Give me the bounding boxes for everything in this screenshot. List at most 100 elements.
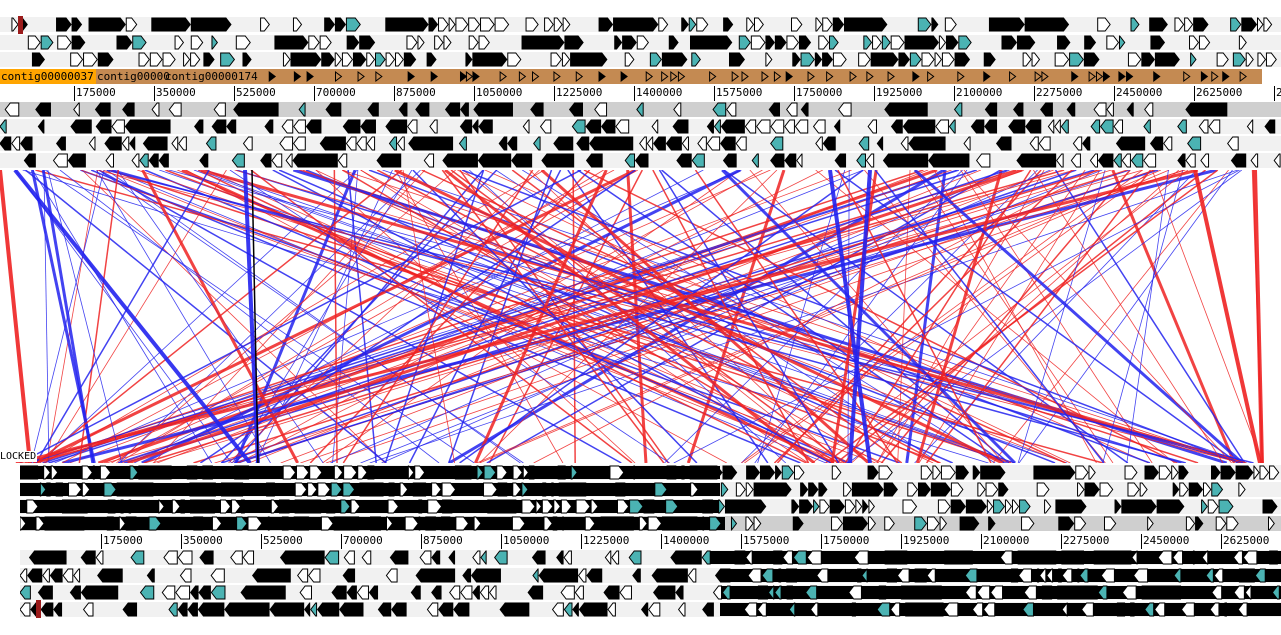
triangle-left-icon[interactable]: [999, 550, 1013, 565]
triangle-left-icon[interactable]: [82, 602, 94, 617]
triangle-right-icon[interactable]: [681, 465, 690, 480]
triangle-right-icon[interactable]: [934, 52, 943, 67]
triangle-right-icon[interactable]: [236, 516, 248, 531]
triangle-right-icon[interactable]: [735, 482, 746, 497]
triangle-right-icon[interactable]: [815, 17, 823, 32]
triangle-left-icon[interactable]: [984, 119, 998, 134]
triangle-right-icon[interactable]: [138, 465, 177, 480]
forward-match-line[interactable]: [108, 169, 1012, 464]
triangle-left-icon[interactable]: [963, 136, 971, 151]
triangle-left-icon[interactable]: [342, 119, 361, 134]
triangle-left-icon[interactable]: [459, 119, 473, 134]
triangle-right-icon[interactable]: [665, 499, 679, 514]
triangle-right-icon[interactable]: [507, 52, 522, 67]
triangle-right-icon[interactable]: [116, 35, 133, 50]
triangle-left-icon[interactable]: [876, 136, 884, 151]
triangle-left-icon[interactable]: [639, 136, 647, 151]
reverse-match-line[interactable]: [47, 169, 123, 464]
reverse-match-line[interactable]: [757, 169, 846, 464]
reverse-match-line[interactable]: [459, 169, 864, 464]
triangle-left-icon[interactable]: [88, 136, 96, 151]
triangle-left-icon[interactable]: [478, 119, 493, 134]
triangle-right-icon[interactable]: [920, 465, 933, 480]
forward-match-line[interactable]: [302, 169, 1066, 464]
triangle-left-icon[interactable]: [80, 550, 96, 565]
reverse-match-line[interactable]: [90, 169, 801, 464]
triangle-right-icon[interactable]: [431, 482, 442, 497]
triangle-left-icon[interactable]: [563, 602, 573, 617]
triangle-left-icon[interactable]: [177, 602, 188, 617]
triangle-left-icon[interactable]: [767, 585, 775, 600]
triangle-left-icon[interactable]: [815, 136, 823, 151]
triangle-left-icon[interactable]: [757, 602, 767, 617]
triangle-left-icon[interactable]: [522, 119, 530, 134]
triangle-left-icon[interactable]: [1246, 119, 1254, 134]
triangle-right-icon[interactable]: [487, 499, 522, 514]
triangle-left-icon[interactable]: [538, 568, 579, 583]
triangle-left-icon[interactable]: [69, 585, 81, 600]
triangle-left-icon[interactable]: [982, 602, 996, 617]
top-reverse-track-frame2[interactable]: [0, 136, 1281, 151]
forward-match-line[interactable]: [185, 169, 727, 464]
triangle-right-icon[interactable]: [1150, 35, 1166, 50]
triangle-left-icon[interactable]: [279, 550, 325, 565]
triangle-right-icon[interactable]: [267, 516, 275, 531]
triangle-right-icon[interactable]: [689, 35, 733, 50]
forward-match-line[interactable]: [32, 168, 637, 465]
reverse-match-line[interactable]: [828, 169, 872, 464]
triangle-right-icon[interactable]: [1211, 482, 1224, 497]
triangle-left-icon[interactable]: [1017, 568, 1032, 583]
triangle-right-icon[interactable]: [867, 516, 877, 531]
triangle-right-icon[interactable]: [426, 52, 437, 67]
triangle-left-icon[interactable]: [163, 550, 178, 565]
triangle-left-icon[interactable]: [1039, 568, 1047, 583]
triangle-left-icon[interactable]: [858, 136, 870, 151]
triangle-right-icon[interactable]: [138, 52, 150, 67]
triangle-left-icon[interactable]: [900, 602, 944, 617]
forward-match-line[interactable]: [1033, 169, 1224, 464]
triangle-right-icon[interactable]: [375, 52, 386, 67]
triangle-right-icon[interactable]: [937, 499, 951, 514]
triangle-left-icon[interactable]: [1012, 550, 1057, 565]
triangle-right-icon[interactable]: [709, 516, 722, 531]
triangle-right-icon[interactable]: [342, 482, 356, 497]
triangle-left-icon[interactable]: [27, 568, 43, 583]
triangle-right-icon[interactable]: [193, 516, 209, 531]
triangle-right-icon[interactable]: [745, 482, 754, 497]
triangle-right-icon[interactable]: [1262, 499, 1278, 514]
triangle-right-icon[interactable]: [560, 499, 573, 514]
triangle-right-icon[interactable]: [818, 482, 828, 497]
triangle-left-icon[interactable]: [574, 585, 584, 600]
triangle-left-icon[interactable]: [1106, 102, 1114, 117]
triangle-right-icon[interactable]: [319, 35, 332, 50]
triangle-left-icon[interactable]: [142, 136, 168, 151]
triangle-right-icon[interactable]: [986, 499, 994, 514]
triangle-right-icon[interactable]: [357, 465, 368, 480]
reverse-match-line[interactable]: [126, 169, 864, 464]
triangle-left-icon[interactable]: [299, 585, 312, 600]
triangle-right-icon[interactable]: [917, 482, 931, 497]
triangle-left-icon[interactable]: [531, 550, 546, 565]
triangle-right-icon[interactable]: [1190, 52, 1197, 67]
triangle-right-icon[interactable]: [863, 35, 873, 50]
triangle-left-icon[interactable]: [1080, 602, 1094, 617]
triangle-right-icon[interactable]: [35, 516, 45, 531]
triangle-right-icon[interactable]: [497, 482, 513, 497]
triangle-left-icon[interactable]: [213, 102, 226, 117]
triangle-right-icon[interactable]: [359, 482, 389, 497]
triangle-right-icon[interactable]: [723, 17, 734, 32]
triangle-right-icon[interactable]: [878, 465, 893, 480]
triangle-right-icon[interactable]: [649, 52, 663, 67]
triangle-left-icon[interactable]: [846, 602, 856, 617]
triangle-left-icon[interactable]: [0, 119, 7, 134]
triangle-right-icon[interactable]: [584, 516, 596, 531]
triangle-left-icon[interactable]: [316, 602, 340, 617]
triangle-left-icon[interactable]: [1149, 136, 1164, 151]
triangle-left-icon[interactable]: [477, 153, 512, 168]
triangle-left-icon[interactable]: [984, 102, 998, 117]
triangle-left-icon[interactable]: [240, 585, 286, 600]
triangle-right-icon[interactable]: [171, 499, 181, 514]
triangle-left-icon[interactable]: [722, 153, 737, 168]
triangle-left-icon[interactable]: [431, 550, 441, 565]
triangle-right-icon[interactable]: [998, 482, 1009, 497]
